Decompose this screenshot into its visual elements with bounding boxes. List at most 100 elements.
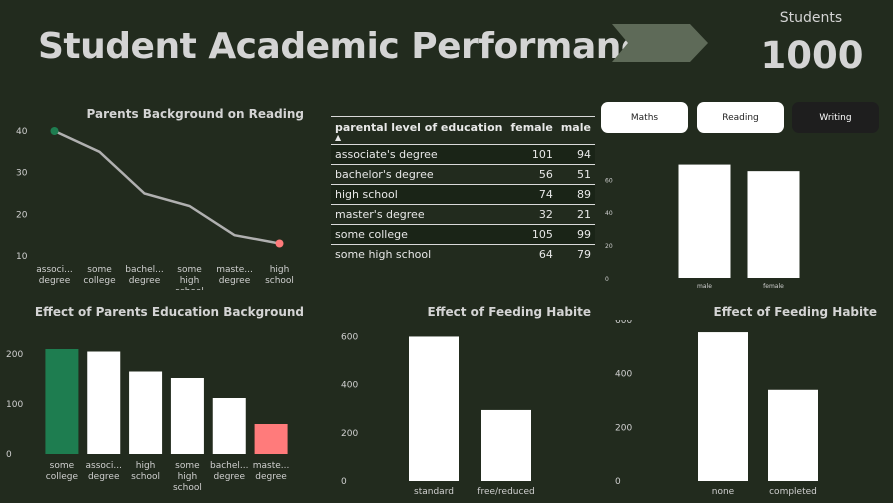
lunch-bar-chart: 0 200 400 600 standard free/reduced [341, 332, 535, 497]
x-tick-label: some college [83, 265, 116, 286]
chevron-arrow-icon [612, 24, 708, 62]
lunch-chart-title: Effect of Feeding Habite [427, 305, 591, 319]
x-tick-label: associ... degree [36, 265, 72, 286]
table-header-female[interactable]: female [506, 116, 557, 145]
table-cell-female: 105 [506, 224, 557, 245]
y-tick-label: 0 [615, 477, 621, 487]
x-tick-label: female [763, 283, 784, 290]
parents-bar-chart: 0 100 200 some college associ... degree high sch… [6, 349, 290, 493]
table-cell-education: master's degree [331, 204, 507, 225]
kpi-label: Students [779, 10, 843, 26]
y-tick-label: 40 [16, 127, 28, 137]
x-tick-label: free/reduced [477, 487, 534, 497]
table-header-male[interactable]: male [556, 116, 595, 145]
y-tick-label: 0 [6, 450, 12, 460]
x-tick-label: some college [46, 461, 79, 482]
x-tick-label: bachel... degree [125, 265, 164, 286]
y-tick-label: 20 [605, 243, 613, 250]
series-line [53, 129, 280, 245]
table-cell-male: 21 [556, 204, 595, 225]
x-tick-label: completed [769, 487, 817, 497]
table-cell-education: high school [331, 184, 507, 205]
line-chart: 10 20 30 40 associ... degree some college bachel… [16, 127, 294, 290]
y-tick-label: 400 [341, 381, 358, 391]
table-header-row: parental level of education ▲ female mal… [331, 116, 595, 145]
bar [212, 398, 246, 454]
y-tick-label: 60 [605, 177, 613, 184]
y-tick-label: 600 [615, 320, 632, 326]
bar [45, 349, 79, 454]
bar [87, 351, 121, 454]
table-cell-education: associate's degree [331, 144, 507, 165]
y-tick-label: 30 [16, 169, 28, 179]
y-tick-label: 200 [615, 423, 632, 433]
x-tick-label: male [697, 283, 712, 290]
bar [129, 371, 163, 454]
prep-bar-chart: 0 200 400 600 none completed [615, 320, 818, 497]
table-cell-male: 94 [556, 144, 595, 165]
x-tick-label: standard [414, 487, 454, 497]
x-tick-label: high school [265, 265, 294, 286]
y-tick-label: 10 [16, 252, 28, 262]
writing-button[interactable]: Writing [792, 102, 879, 133]
bar [747, 171, 800, 278]
table-cell-male: 89 [556, 184, 595, 205]
education-gender-table: parental level of education ▲ female mal… [331, 116, 595, 264]
sort-ascending-icon: ▲ [335, 133, 342, 142]
table-header-label: parental level of education [335, 121, 503, 134]
bar [678, 164, 731, 278]
y-tick-label: 40 [605, 210, 613, 217]
table-row[interactable]: bachelor's degree 56 51 [331, 164, 595, 185]
x-tick-label: associ... degree [86, 461, 122, 482]
maths-button[interactable]: Maths [601, 102, 688, 133]
table-body: associate's degree 101 94 bachelor's degree… [331, 144, 595, 264]
reading-button[interactable]: Reading [697, 102, 784, 133]
prep-chart-title: Effect of Feeding Habite [713, 305, 877, 319]
table-row[interactable]: some college 105 99 [331, 224, 595, 245]
gender-bar-chart: 0 20 40 60 male female [605, 164, 800, 290]
y-tick-label: 200 [341, 429, 358, 439]
education-gender-table-container: parental level of education ▲ female mal… [331, 116, 595, 264]
table-cell-education: some high school [331, 244, 507, 264]
y-tick-label: 20 [16, 210, 28, 220]
y-tick-label: 200 [6, 350, 23, 360]
table-cell-education: bachelor's degree [331, 164, 507, 185]
table-row[interactable]: master's degree 32 21 [331, 204, 595, 225]
table-cell-male: 79 [556, 244, 595, 264]
parents-chart-title: Effect of Parents Education Background [34, 305, 304, 319]
table-cell-female: 56 [506, 164, 557, 185]
chevron-shape [612, 24, 708, 62]
y-tick-label: 100 [6, 400, 23, 410]
y-tick-label: 0 [605, 276, 609, 283]
table-row[interactable]: associate's degree 101 94 [331, 144, 595, 165]
x-tick-label: none [712, 487, 735, 497]
bar [481, 409, 531, 481]
table-cell-male: 51 [556, 164, 595, 185]
y-tick-label: 400 [615, 370, 632, 380]
table-cell-female: 74 [506, 184, 557, 205]
bar [254, 424, 288, 454]
y-tick-label: 600 [341, 332, 358, 342]
table-cell-female: 101 [506, 144, 557, 165]
table-cell-female: 32 [506, 204, 557, 225]
line-chart-title: Parents Background on Reading [86, 107, 304, 121]
kpi-value: 1000 [760, 34, 864, 77]
bar [170, 378, 204, 454]
x-tick-label: maste... degree [253, 461, 290, 482]
table-cell-education: some college [331, 224, 507, 245]
table-header-education[interactable]: parental level of education ▲ [331, 116, 507, 145]
data-point [275, 239, 284, 248]
bar [768, 389, 818, 481]
bar [409, 336, 459, 481]
table-row[interactable]: some high school 64 79 [331, 244, 595, 264]
y-tick-label: 0 [341, 477, 347, 487]
x-tick-label: high school [131, 461, 160, 482]
bar [698, 332, 748, 481]
table-row[interactable]: high school 74 89 [331, 184, 595, 205]
data-point [50, 127, 59, 135]
x-tick-label: maste... degree [216, 265, 253, 286]
page-title: Student Academic Performance [38, 26, 666, 67]
table-cell-male: 99 [556, 224, 595, 245]
